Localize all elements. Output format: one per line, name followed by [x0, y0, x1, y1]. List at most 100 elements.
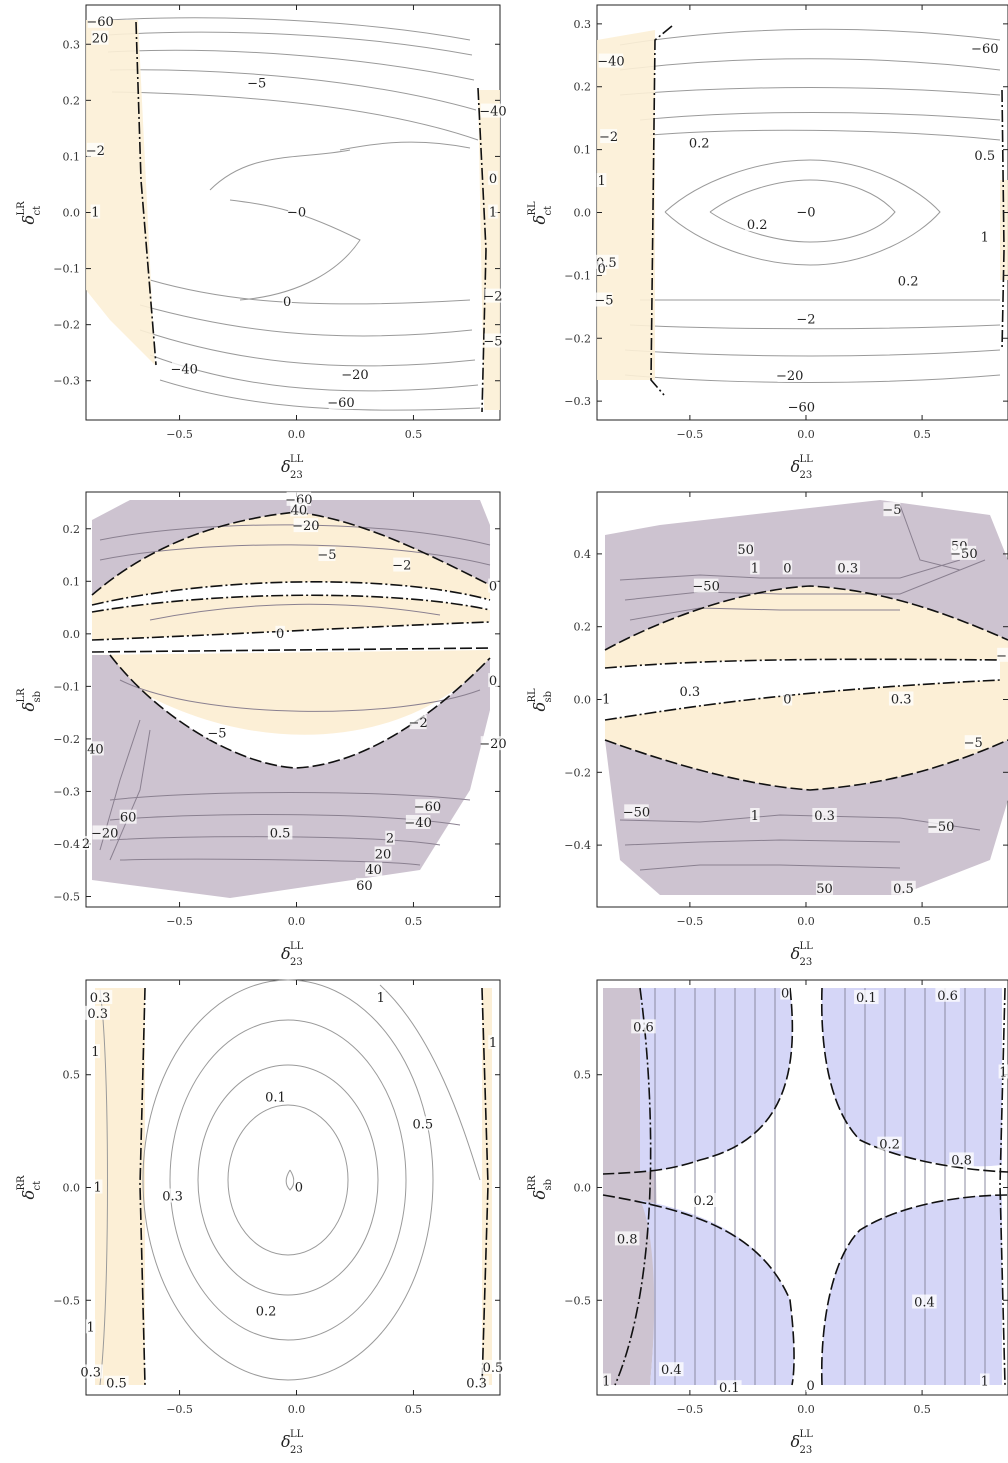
y-axis-label: δ: [19, 702, 38, 712]
contour-label-bg: [601, 691, 612, 706]
contour-label: 1: [87, 1320, 95, 1335]
contour-label: 0: [806, 1379, 814, 1394]
contour-label-bg: [777, 367, 802, 382]
y-tick-label: −0.1: [53, 263, 80, 276]
y-tick-label: −0.4: [564, 839, 591, 852]
contour-label-bg: [87, 13, 113, 28]
contour-label-bg: [410, 1116, 436, 1131]
x-tick-label: −0.5: [166, 1403, 193, 1416]
contour-lines: [99, 979, 481, 1386]
y-axis-label-sup: RR: [527, 1175, 538, 1191]
contour-label-bg: [972, 147, 998, 162]
contour-label: 1: [377, 991, 385, 1006]
contour-label: 0: [489, 172, 497, 187]
contour-label-bg: [596, 173, 607, 188]
contour-label-bg: [365, 862, 383, 877]
contour-label: 1: [602, 693, 610, 708]
contour-label: 0.8: [951, 1153, 972, 1168]
contour-label-bg: [409, 715, 427, 730]
contour-label: 1: [489, 206, 497, 221]
contour-label-bg: [328, 395, 354, 410]
contour-label-bg: [812, 807, 837, 822]
y-axis-label-sup: RL: [527, 201, 538, 216]
y-axis-label-sup: LR: [16, 688, 27, 703]
y-tick-label: −0.2: [53, 733, 80, 746]
contour-label-bg: [286, 491, 312, 506]
contour-label: 0.3: [80, 1365, 101, 1380]
y-tick-label: 0.0: [574, 207, 592, 220]
contour-label-bg: [160, 1188, 185, 1203]
contour-label-bg: [750, 807, 760, 822]
x-tick-label: −0.5: [677, 1403, 704, 1416]
contour-label: −20: [341, 368, 368, 383]
contour-label-bg: [81, 835, 91, 850]
boundary-lens-upper: [91, 511, 491, 596]
contour-label-bg: [972, 41, 998, 56]
contour-label: 60: [120, 811, 137, 826]
contour-label-bg: [888, 691, 914, 706]
contour-label: −50: [927, 820, 954, 835]
contour-label-bg: [294, 1179, 304, 1194]
contour-label-bg: [385, 830, 395, 845]
contour-label-bg: [717, 1380, 742, 1395]
y-axis-label-sup: LR: [16, 201, 27, 216]
contour-label-bg: [789, 399, 814, 414]
x-axis-label-sup: LL: [290, 941, 304, 952]
x-tick-label: 0.5: [913, 428, 931, 441]
contour-label: 0.5: [974, 149, 995, 164]
contour-label: 20: [375, 847, 392, 862]
y-tick-label: 0.3: [574, 18, 592, 31]
contour-label: 50: [816, 882, 833, 897]
contour-lines: [619, 504, 986, 871]
contour-label: 1: [602, 1374, 610, 1389]
contour-label-bg: [78, 1364, 103, 1379]
x-axis-label-sub: 23: [800, 957, 813, 968]
contour-label-bg: [598, 53, 624, 68]
x-axis-label-sup: LL: [290, 1429, 304, 1440]
contour-label: −5: [317, 548, 336, 563]
contour-label-bg: [405, 814, 431, 829]
contour-label-bg: [480, 736, 506, 751]
contour-label: −60: [86, 15, 113, 30]
x-axis-label-sup: LL: [290, 454, 304, 465]
contour-label-bg: [253, 1303, 279, 1318]
contour-label: 0.2: [879, 1138, 900, 1153]
x-tick-label: 0.0: [797, 915, 815, 928]
y-tick-label: 0.0: [63, 1182, 81, 1195]
chart-marks-row1-right: −0.5 0.0 0.5−0.3−0.2−0.10.00.10.20.3δ LL23δ…: [527, 5, 1008, 481]
contour-label: −5: [996, 649, 1008, 664]
contour-label-bg: [980, 229, 990, 244]
y-tick-label: 0.0: [63, 628, 81, 641]
contour-label-bg: [484, 333, 502, 348]
contour-lines: [619, 28, 1001, 383]
contour-label-bg: [119, 809, 137, 824]
boundary-right: [999, 987, 1006, 1386]
x-tick-label: 0.0: [288, 1403, 306, 1416]
x-axis-label: δ: [791, 1432, 801, 1451]
contour-label: 40: [87, 742, 104, 757]
chart-marks-row1-left: −0.5 0.0 0.5−0.3−0.2−0.10.00.10.20.3δ LL23δ…: [16, 5, 507, 481]
contour-label-bg: [659, 1362, 684, 1377]
contour-label-bg: [488, 1035, 498, 1050]
contour-label-bg: [415, 799, 440, 814]
contour-label: 0: [781, 987, 789, 1002]
contour-label-bg: [677, 684, 703, 699]
contour-label-bg: [480, 103, 506, 118]
contour-label: 60: [356, 879, 373, 894]
contour-label: 1: [981, 1374, 989, 1389]
y-tick-label: 0.5: [63, 1069, 81, 1082]
contour-label: −50: [623, 805, 650, 820]
contour-label-bg: [601, 1373, 612, 1388]
y-tick-label: −0.1: [53, 680, 80, 693]
contour-label-bg: [86, 142, 104, 157]
contour-label-bg: [750, 560, 760, 575]
y-axis-label: δ: [530, 1190, 549, 1200]
x-tick-label: −0.5: [166, 428, 193, 441]
blue-region-top-left: [640, 988, 793, 1172]
contour-label-bg: [928, 818, 953, 833]
contour-label: 0.3: [837, 561, 858, 576]
contour-label-bg: [293, 518, 319, 533]
contour-label: −5: [882, 503, 901, 518]
contour-label: −20: [479, 737, 506, 752]
